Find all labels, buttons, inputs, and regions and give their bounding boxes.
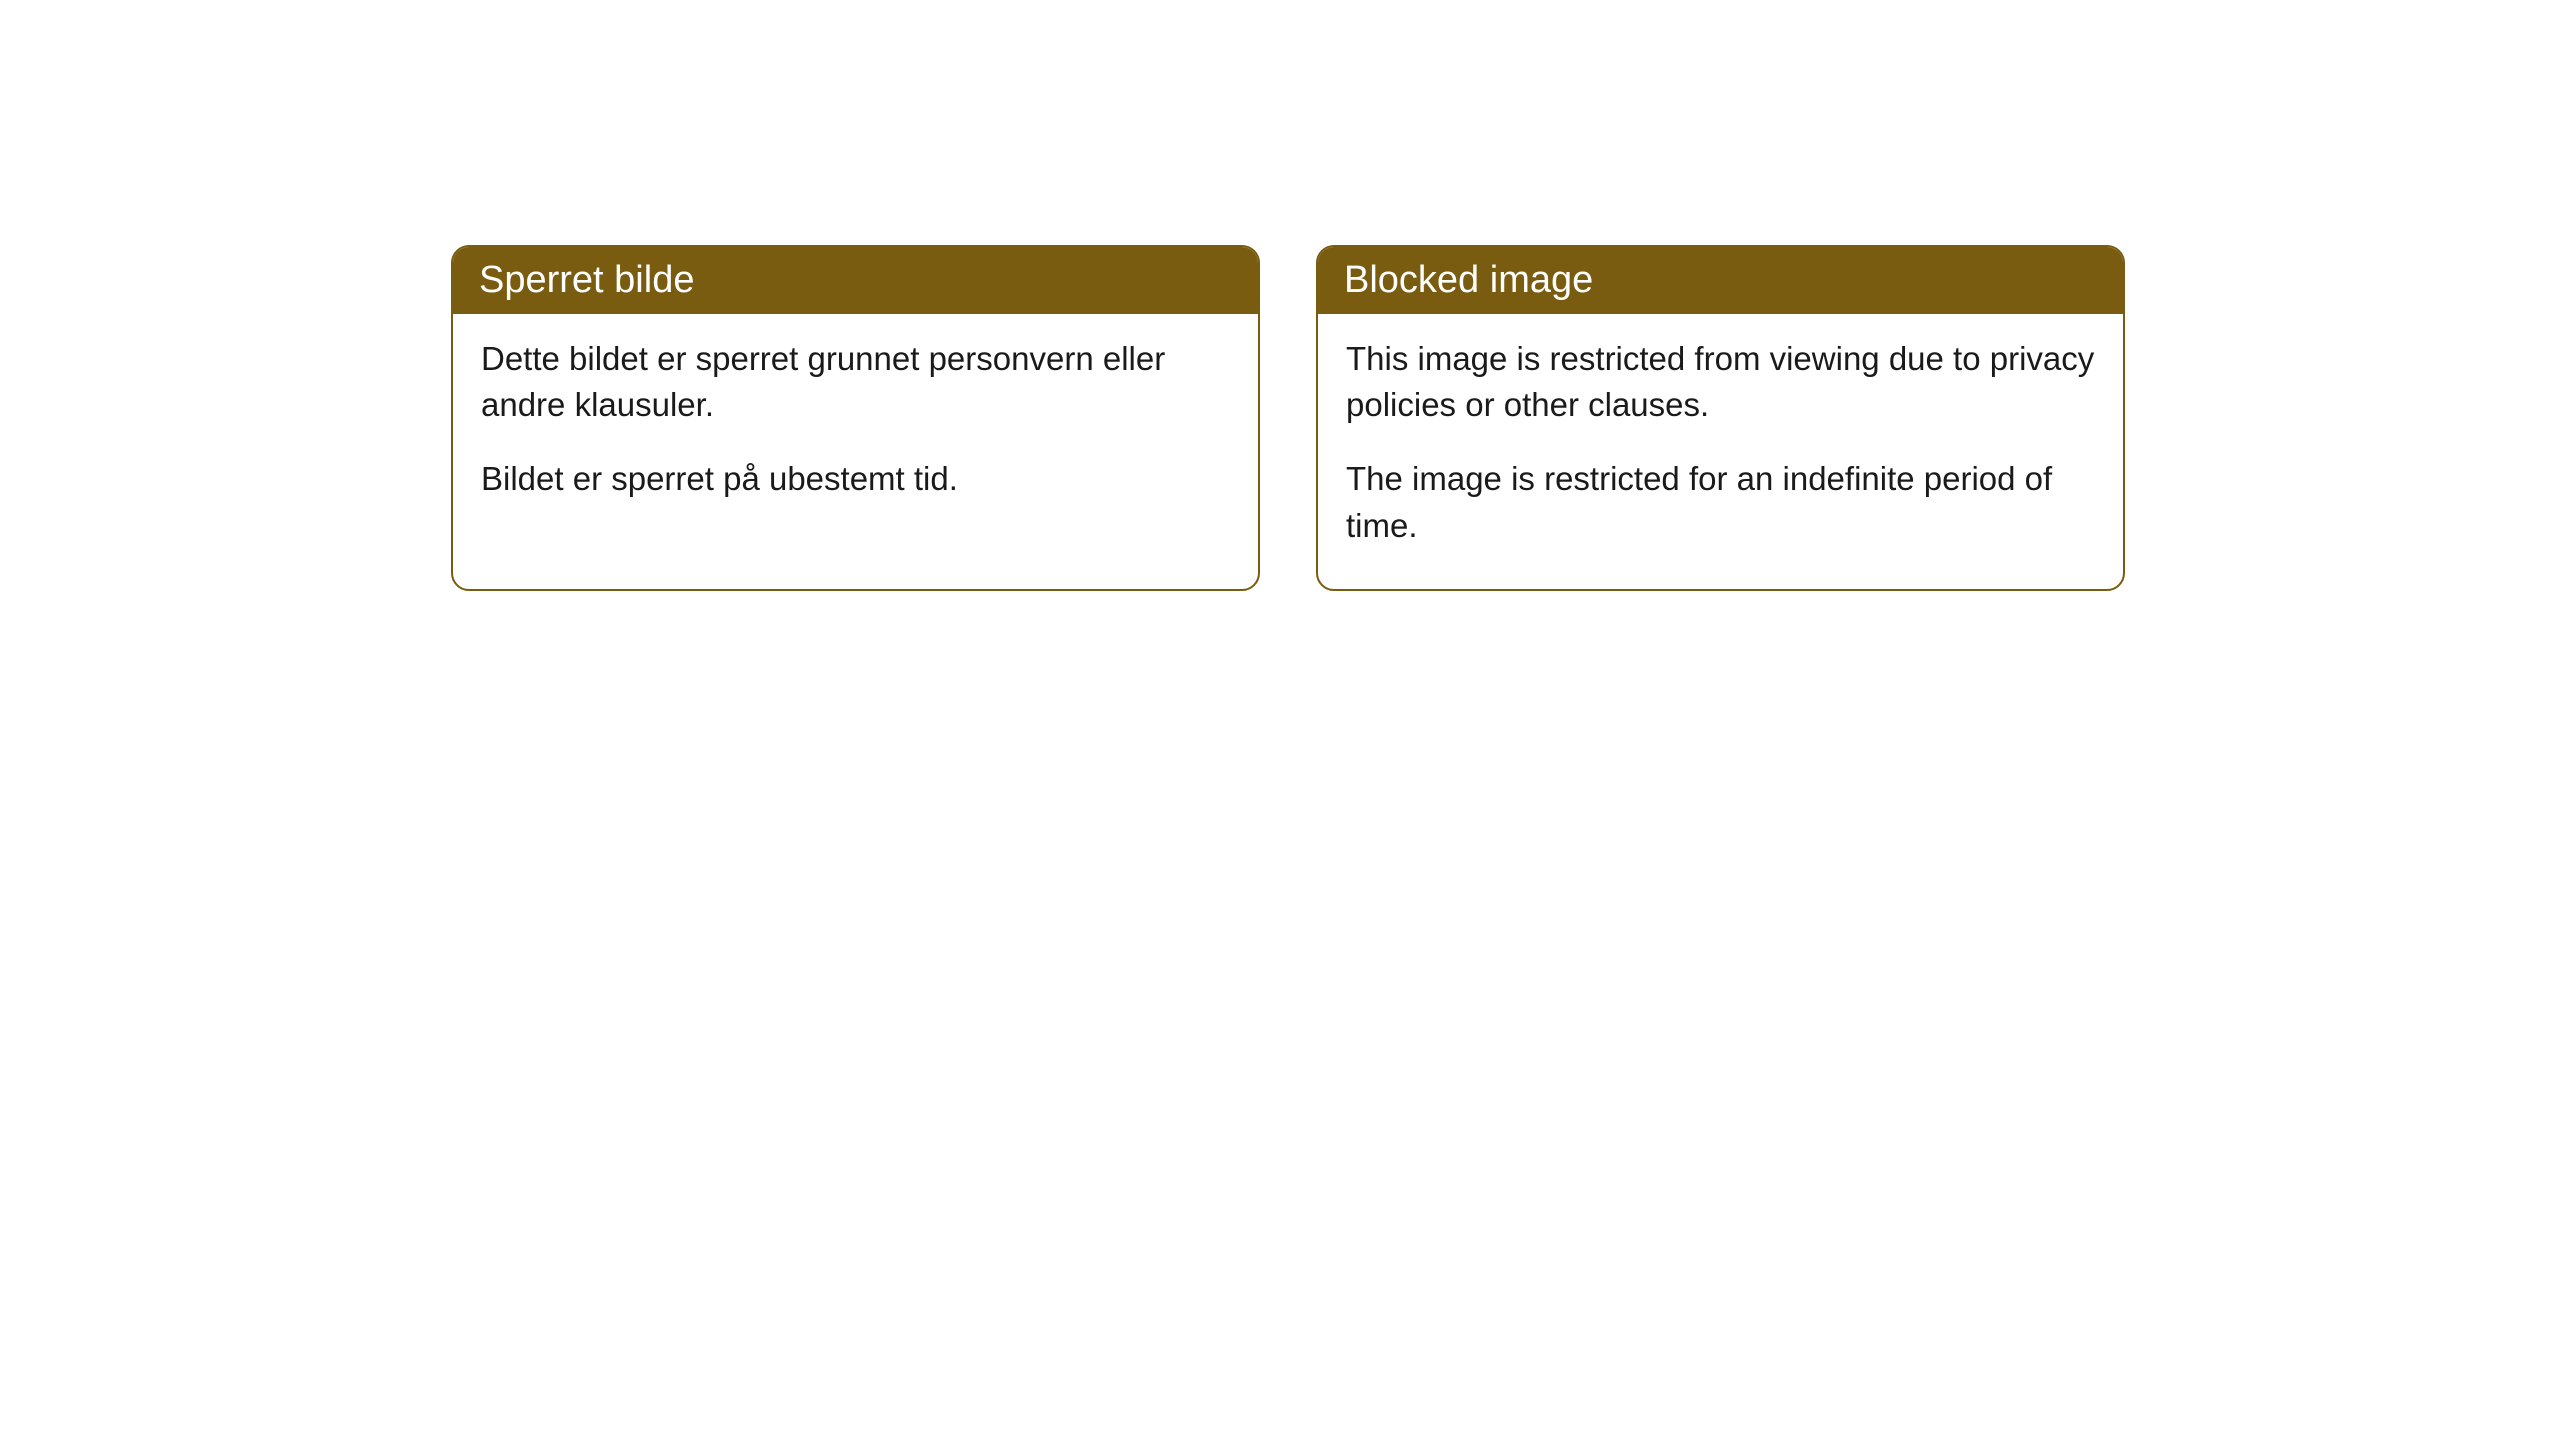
card-body-no: Dette bildet er sperret grunnet personve…	[453, 314, 1258, 543]
card-header-no: Sperret bilde	[453, 247, 1258, 314]
card-header-en: Blocked image	[1318, 247, 2123, 314]
card-body-en: This image is restricted from viewing du…	[1318, 314, 2123, 589]
cards-container: Sperret bilde Dette bildet er sperret gr…	[0, 0, 2560, 591]
card-paragraph-2-en: The image is restricted for an indefinit…	[1346, 456, 2095, 548]
card-paragraph-1-no: Dette bildet er sperret grunnet personve…	[481, 336, 1230, 428]
card-paragraph-2-no: Bildet er sperret på ubestemt tid.	[481, 456, 1230, 502]
blocked-image-card-no: Sperret bilde Dette bildet er sperret gr…	[451, 245, 1260, 591]
card-paragraph-1-en: This image is restricted from viewing du…	[1346, 336, 2095, 428]
card-title-en: Blocked image	[1344, 259, 1593, 301]
blocked-image-card-en: Blocked image This image is restricted f…	[1316, 245, 2125, 591]
card-title-no: Sperret bilde	[479, 259, 694, 301]
